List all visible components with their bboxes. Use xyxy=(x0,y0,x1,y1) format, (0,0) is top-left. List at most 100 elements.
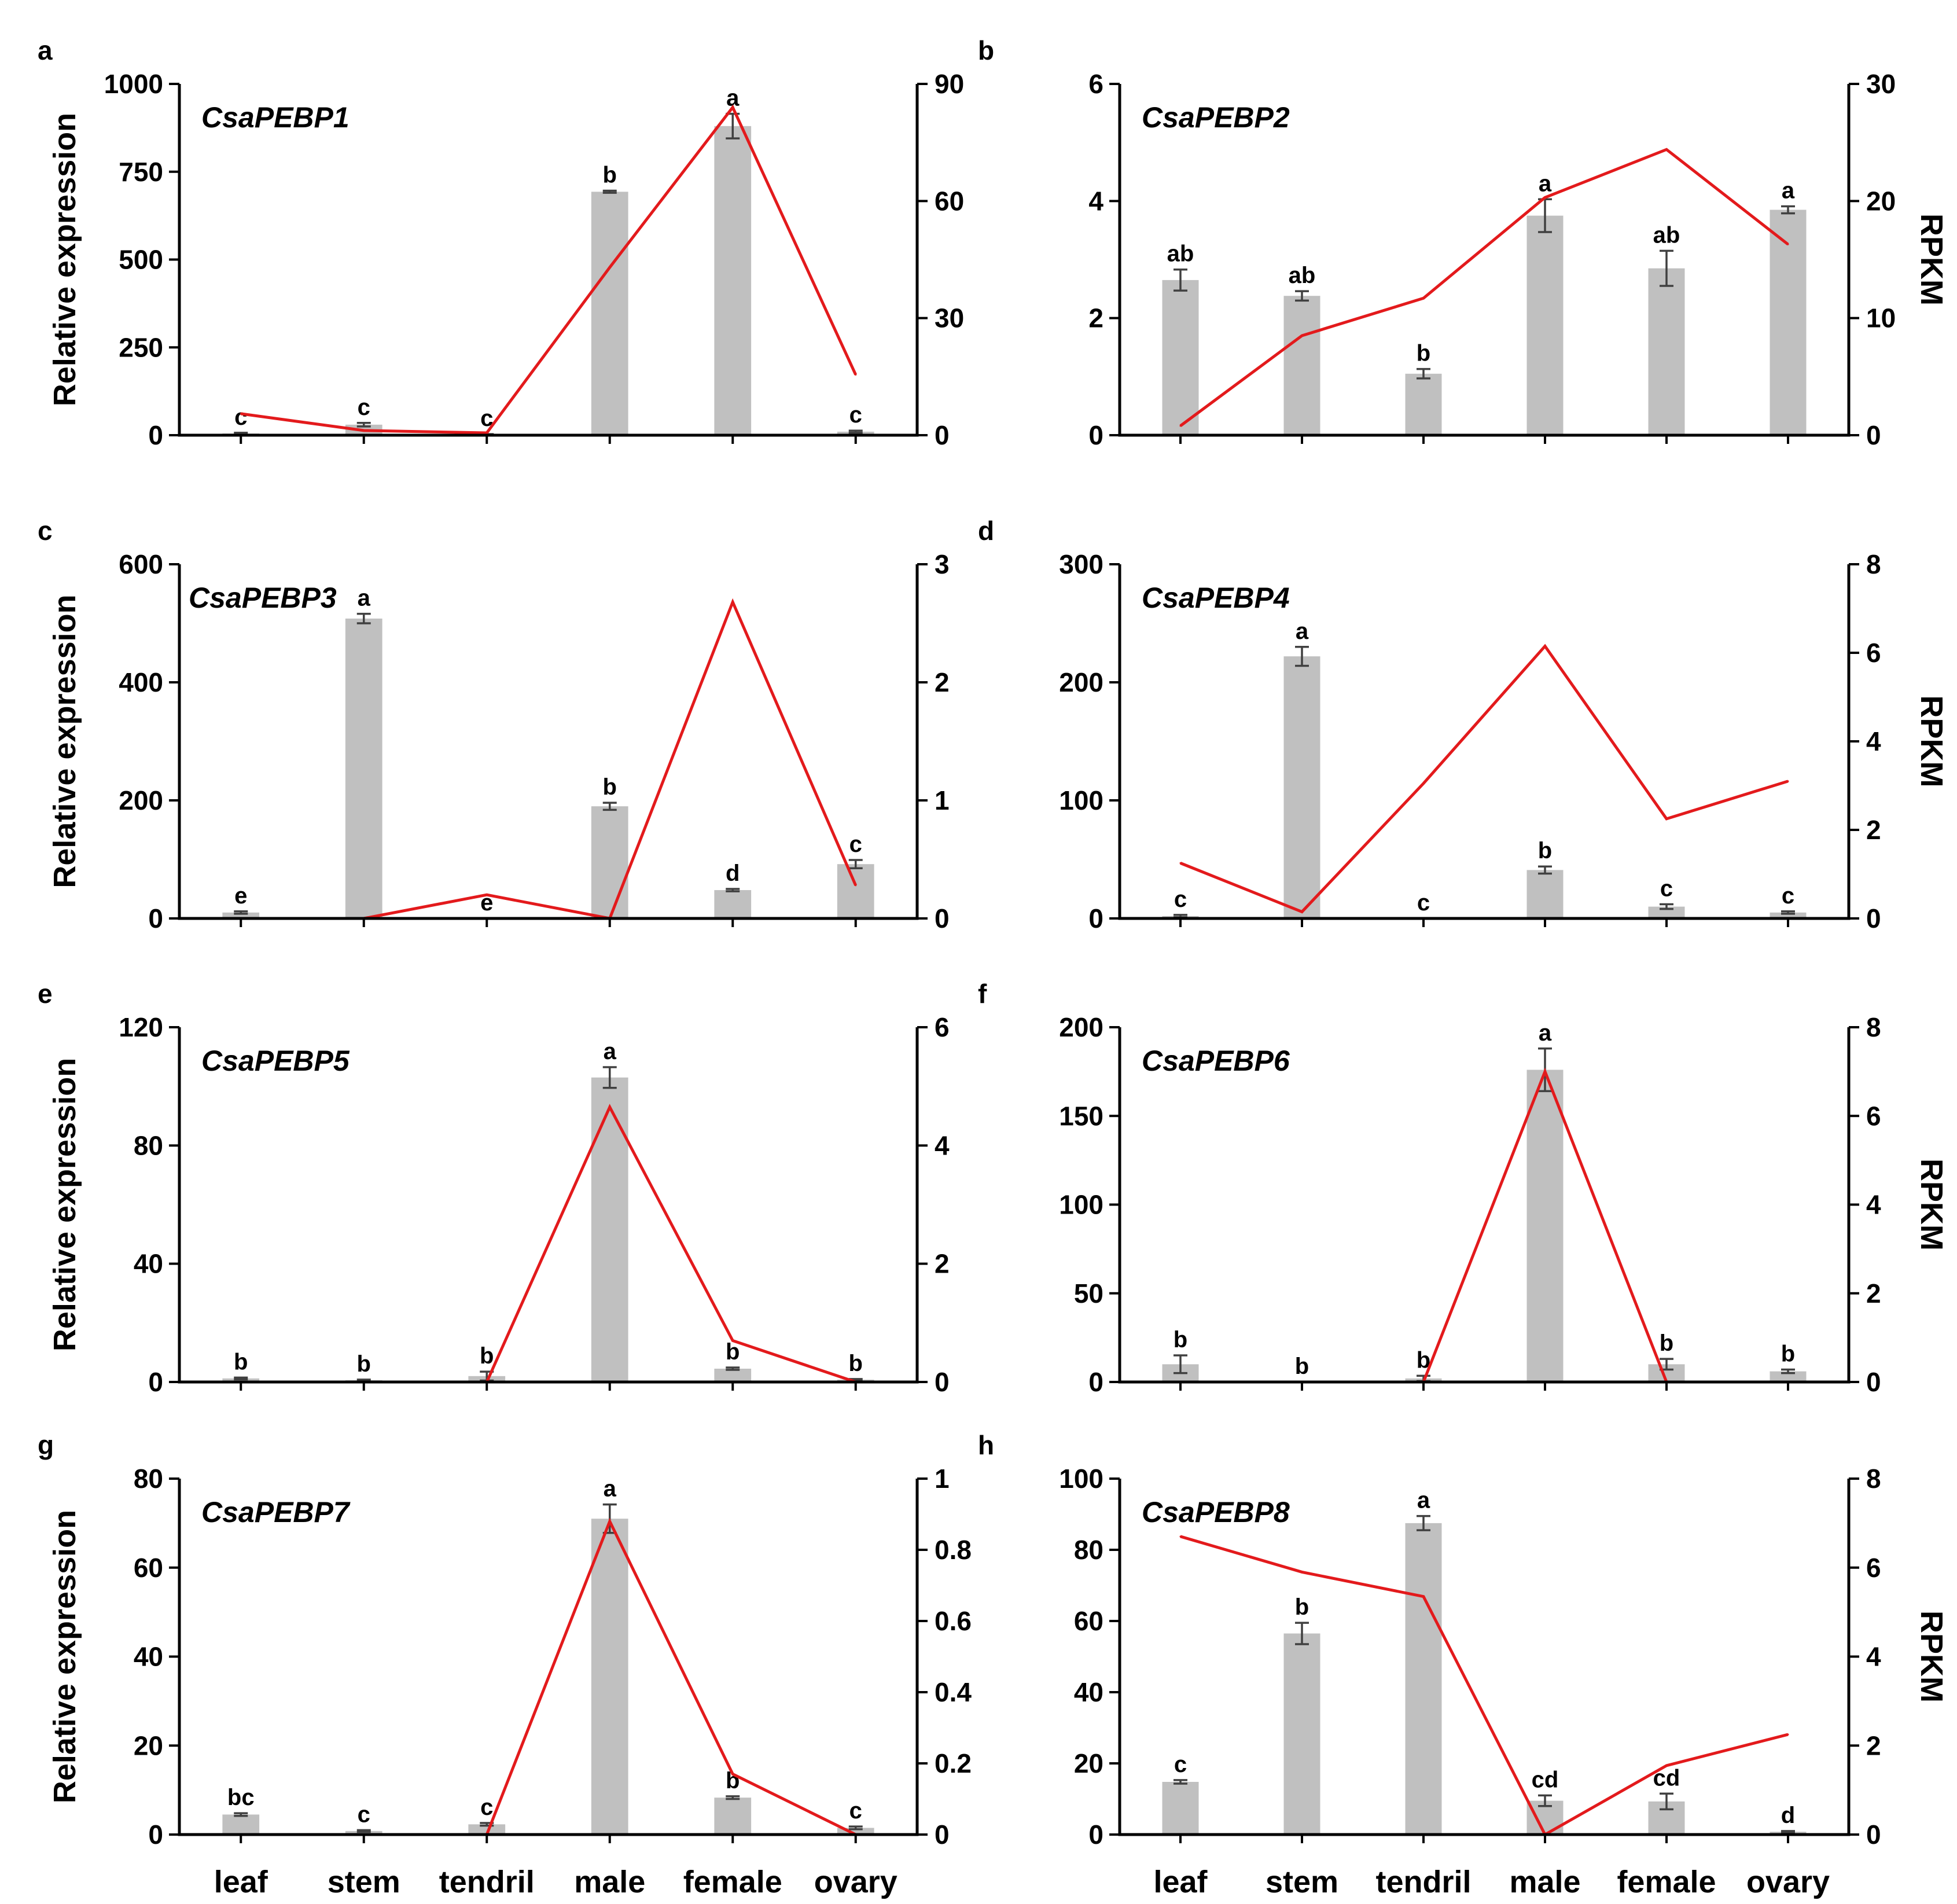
significance-label-male: a xyxy=(604,1039,617,1064)
significance-label-leaf: b xyxy=(1174,1327,1187,1352)
significance-label-female: d xyxy=(726,861,740,886)
rpkm-point-ovary xyxy=(1787,1733,1789,1736)
rpkm-point-female xyxy=(731,601,734,603)
bar-ovary xyxy=(1770,209,1807,435)
rpkm-point-leaf xyxy=(1179,425,1182,427)
significance-label-ovary: d xyxy=(1781,1803,1795,1828)
significance-label-leaf: c xyxy=(1174,1752,1187,1777)
y-tick-label: 0 xyxy=(148,1367,163,1397)
y-tick-label: 400 xyxy=(119,667,163,697)
rpkm-line xyxy=(241,1517,856,1836)
x-category-label-stem: stem xyxy=(1266,1865,1338,1899)
y2-tick-label: 4 xyxy=(1866,1642,1881,1672)
bar-female xyxy=(714,1369,752,1382)
significance-label-ovary: c xyxy=(849,1798,862,1824)
significance-label-stem: c xyxy=(358,395,370,420)
rpkm-point-male xyxy=(1544,1071,1546,1073)
rpkm-point-leaf xyxy=(240,413,242,415)
x-category-label-leaf: leaf xyxy=(214,1865,268,1899)
y-tick-label: 60 xyxy=(1074,1606,1103,1636)
significance-label-leaf: bc xyxy=(227,1785,255,1810)
y-tick-label: 600 xyxy=(119,549,163,579)
x-category-label-leaf: leaf xyxy=(1153,1865,1208,1899)
y-tick-label: 750 xyxy=(119,157,163,187)
y-tick-label: 40 xyxy=(1074,1677,1103,1707)
y-tick-label: 20 xyxy=(1074,1748,1103,1778)
rpkm-point-female xyxy=(731,1773,734,1775)
panel-b: b CsaPEBP2 ab ab b a ab a 0 2 4 6 0 10 20 30 RPKM xyxy=(978,35,1949,450)
y2-tick-label: 0 xyxy=(935,1820,950,1850)
x-category-label-tendril: tendril xyxy=(1375,1865,1471,1899)
significance-label-ovary: b xyxy=(1781,1341,1795,1367)
rpkm-point-leaf xyxy=(1179,862,1182,864)
panel-title: CsaPEBP3 xyxy=(189,582,337,614)
axes-frame xyxy=(178,564,919,920)
significance-label-male: cd xyxy=(1532,1767,1559,1792)
y-tick-label: 50 xyxy=(1074,1278,1103,1308)
rpkm-point-male xyxy=(1544,645,1546,648)
bar-male xyxy=(1526,870,1564,918)
y-tick-label: 40 xyxy=(134,1249,163,1279)
y-tick-label: 40 xyxy=(134,1642,163,1672)
axes-frame xyxy=(178,1027,919,1384)
error-bar-tendril xyxy=(1417,367,1430,380)
error-bar-female xyxy=(726,1795,740,1800)
bar-female xyxy=(1648,268,1685,435)
rpkm-point-stem xyxy=(1301,335,1303,337)
y2-tick-label: 2 xyxy=(1866,1730,1881,1760)
significance-label-stem: a xyxy=(358,586,371,611)
bar-male xyxy=(1526,1069,1564,1382)
significance-label-stem: b xyxy=(1295,1594,1309,1620)
error-bar-ovary xyxy=(1781,1368,1795,1374)
significance-label-tendril: c xyxy=(480,406,493,431)
panel-d: d CsaPEBP4 c a c b c c 0 100 200 300 0 2 4 6 8 RPKM xyxy=(978,516,1949,933)
error-bar-male xyxy=(602,802,617,811)
y2-tick-label: 2 xyxy=(1866,1278,1881,1308)
panel-letter: b xyxy=(978,35,994,65)
significance-label-leaf: c xyxy=(1174,887,1187,912)
y2-tick-label: 6 xyxy=(1866,638,1881,668)
bar-stem xyxy=(1283,656,1320,918)
y2-tick-label: 4 xyxy=(935,1130,950,1160)
rpkm-point-tendril xyxy=(485,432,488,434)
rpkm-point-tendril xyxy=(485,894,488,896)
y-axis-label: Relative expression xyxy=(47,1058,82,1351)
y2-tick-label: 0 xyxy=(935,1367,950,1397)
rpkm-line xyxy=(1180,1067,1788,1384)
y-tick-label: 500 xyxy=(119,245,163,275)
y2-tick-label: 20 xyxy=(1866,186,1896,216)
y2-tick-label: 3 xyxy=(935,549,950,579)
y2-tick-label: 90 xyxy=(935,69,964,99)
significance-label-female: cd xyxy=(1653,1765,1680,1791)
bar-female xyxy=(714,126,752,436)
bar-ovary xyxy=(837,1828,874,1835)
significance-label-male: b xyxy=(603,774,617,800)
y-tick-label: 6 xyxy=(1088,69,1103,99)
panel-title: CsaPEBP7 xyxy=(201,1496,351,1528)
significance-label-stem: a xyxy=(1296,619,1309,644)
rpkm-point-female xyxy=(1665,148,1668,150)
y2-tick-label: 2 xyxy=(1866,815,1881,845)
significance-label-stem: b xyxy=(357,1351,371,1377)
error-bar-male xyxy=(1538,1794,1552,1807)
panel-title: CsaPEBP6 xyxy=(1142,1045,1290,1077)
rpkm-point-male xyxy=(609,1520,611,1523)
y2-tick-label: 2 xyxy=(935,667,950,697)
significance-label-leaf: c xyxy=(234,405,247,430)
panel-title: CsaPEBP4 xyxy=(1142,582,1290,614)
y2-tick-label: 1 xyxy=(935,1464,950,1494)
significance-label-female: b xyxy=(1660,1330,1673,1356)
bar-leaf xyxy=(1162,1781,1199,1835)
significance-label-male: a xyxy=(604,1476,617,1502)
rpkm-line xyxy=(1180,644,1789,914)
y-tick-label: 0 xyxy=(148,1820,163,1850)
rpkm-point-male xyxy=(609,1106,611,1108)
error-bar-ovary xyxy=(1781,1830,1795,1834)
bar-male xyxy=(591,1519,628,1835)
y2-tick-label: 0 xyxy=(1866,1820,1881,1850)
y-tick-label: 2 xyxy=(1088,303,1103,333)
y-tick-label: 0 xyxy=(1088,1367,1103,1397)
